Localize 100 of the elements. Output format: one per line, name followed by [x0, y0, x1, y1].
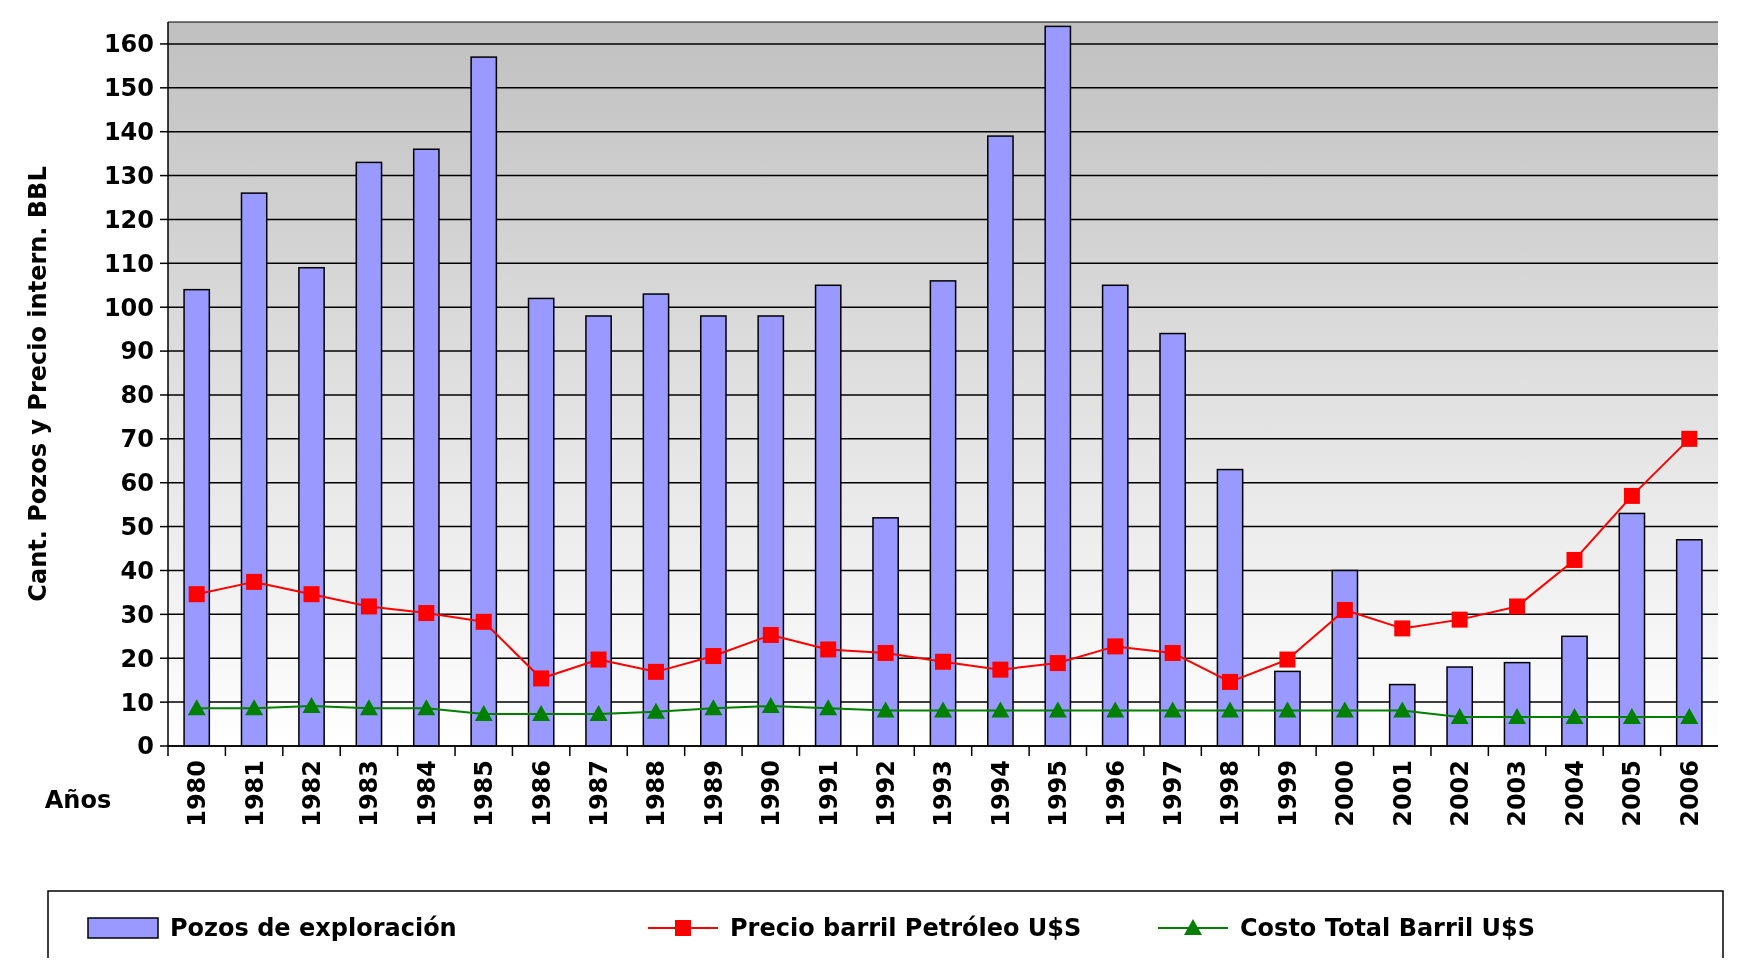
point [246, 573, 263, 590]
point [533, 670, 550, 687]
x-tick-label: 1990 [757, 760, 786, 827]
point [1335, 701, 1354, 718]
point [475, 613, 492, 630]
point [1681, 430, 1698, 447]
y-tick-label: 80 [120, 381, 154, 410]
point [1107, 638, 1124, 655]
x-tick-label: 1983 [355, 760, 384, 827]
x-tick-label: 1985 [470, 760, 499, 827]
y-tick-label: 130 [103, 161, 154, 190]
point [1394, 620, 1411, 637]
point [1566, 551, 1583, 568]
x-tick-label: 1987 [584, 760, 613, 827]
y-tick-label: 160 [103, 30, 154, 59]
point [761, 697, 780, 714]
point [188, 586, 205, 603]
y-tick-label: 140 [103, 118, 154, 147]
point [417, 699, 436, 716]
y-tick-label: 60 [120, 469, 154, 498]
point [705, 648, 722, 665]
x-tick-label: 2005 [1618, 760, 1647, 827]
x-tick-label: 2006 [1675, 760, 1704, 827]
point [359, 699, 378, 716]
y-tick-label: 40 [120, 556, 154, 585]
point [1049, 655, 1066, 672]
point [1222, 673, 1239, 690]
point [1279, 651, 1296, 668]
point [1221, 701, 1240, 718]
point [1163, 701, 1182, 718]
y-tick-label: 90 [120, 337, 154, 366]
point [360, 598, 377, 615]
point [1508, 708, 1527, 725]
point [820, 641, 837, 658]
point [1048, 701, 1067, 718]
point [877, 644, 894, 661]
x-tick-label: 1995 [1044, 760, 1073, 827]
x-tick-label: 1994 [986, 760, 1015, 827]
x-tick-label: 1982 [297, 760, 326, 827]
y-tick-label: 70 [120, 425, 154, 454]
x-tick-label: 1997 [1159, 760, 1188, 827]
x-tick-label: 2004 [1560, 760, 1589, 827]
point [991, 701, 1010, 718]
point [1106, 701, 1125, 718]
point [474, 704, 493, 721]
x-tick-label: 1989 [699, 760, 728, 827]
legend-label: Pozos de exploración [170, 914, 457, 943]
x-tick-label: 2002 [1446, 760, 1475, 827]
point [876, 701, 895, 718]
point [934, 701, 952, 718]
y-tick-label: 110 [103, 249, 154, 278]
legend-label: Costo Total Barril U$S [1240, 914, 1536, 943]
point [992, 661, 1009, 678]
point [1450, 708, 1469, 725]
point [532, 704, 551, 721]
x-tick-label: 2000 [1331, 760, 1360, 827]
y-tick-label: 10 [120, 688, 154, 717]
point [302, 697, 321, 714]
point [418, 605, 435, 622]
point [704, 699, 723, 716]
x-tick-label: 1986 [527, 760, 556, 827]
point [187, 699, 206, 716]
point [1278, 701, 1297, 718]
y-tick-label: 30 [120, 600, 154, 629]
y-tick-label: 0 [137, 732, 154, 761]
x-tick-label: 1984 [412, 760, 441, 827]
point [819, 699, 838, 716]
point [589, 704, 608, 721]
point [1336, 601, 1353, 618]
point [1622, 708, 1641, 725]
y-tick-label: 100 [103, 293, 154, 322]
point [1680, 708, 1699, 725]
point [590, 651, 607, 668]
x-tick-label: 1992 [871, 760, 900, 827]
x-tick-label: 1991 [814, 760, 843, 827]
x-tick-label: 1980 [183, 760, 212, 827]
point [647, 663, 664, 680]
y-axis-title: Cant. Pozos y Precio intern. BBL [24, 166, 52, 602]
point [1565, 708, 1584, 725]
x-tick-label: 1993 [929, 760, 958, 827]
point [1451, 611, 1468, 628]
x-tick-label: 1996 [1101, 760, 1130, 827]
x-tick-label: 1999 [1273, 760, 1302, 827]
x-tick-label: 1988 [642, 760, 671, 827]
x-axis-title: Años [44, 786, 112, 814]
point [1509, 598, 1526, 615]
x-tick-label: 1998 [1216, 760, 1245, 827]
x-tick-label: 1981 [240, 760, 269, 827]
y-tick-label: 150 [103, 74, 154, 103]
y-tick-label: 20 [120, 644, 154, 673]
point [646, 702, 665, 719]
x-tick-label: 2003 [1503, 760, 1532, 827]
point [762, 626, 779, 643]
x-tick-label: 2001 [1388, 760, 1417, 827]
y-tick-label: 50 [120, 513, 154, 542]
y-tick-label: 120 [103, 205, 154, 234]
legend-label: Precio barril Petróleo U$S [730, 914, 1082, 943]
point [1623, 487, 1640, 504]
point [1164, 644, 1181, 661]
point [303, 586, 320, 603]
